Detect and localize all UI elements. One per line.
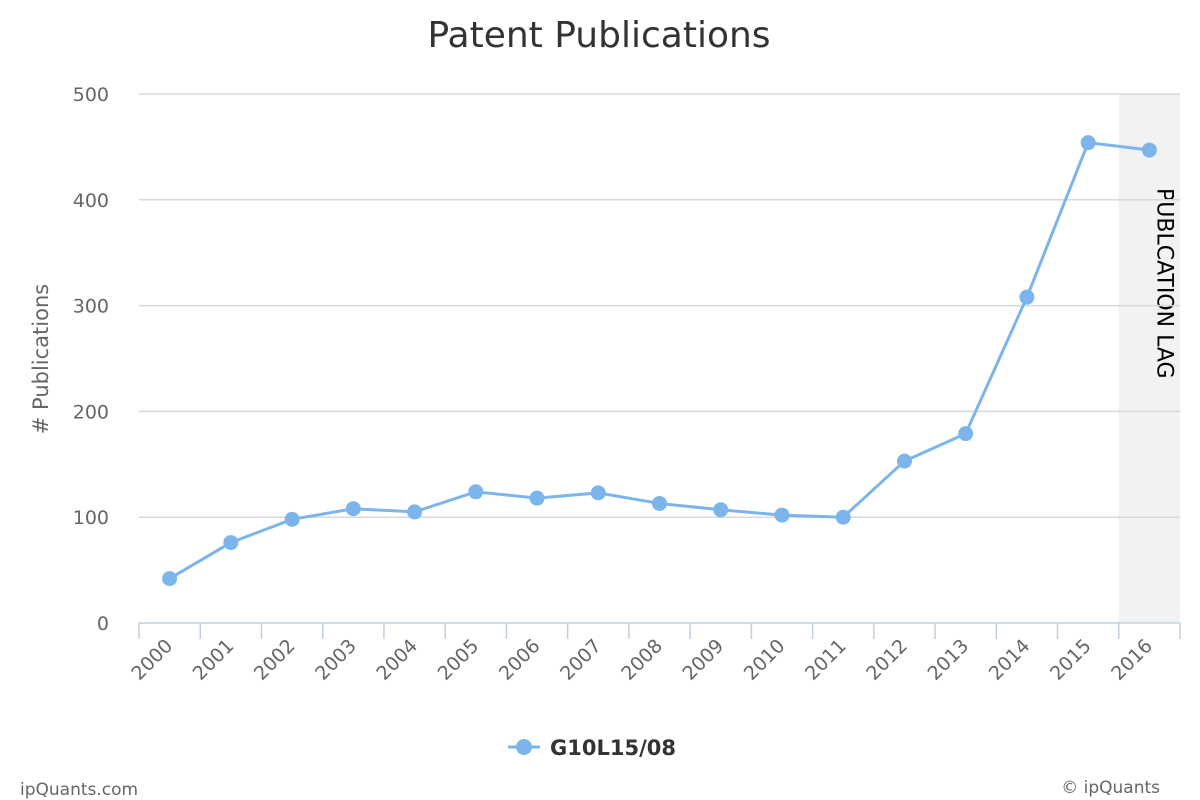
legend-marker-icon (516, 739, 532, 755)
x-tick-label: 2008 (617, 635, 667, 685)
data-point[interactable] (223, 535, 239, 551)
data-point[interactable] (774, 507, 790, 523)
x-tick-label: 2013 (923, 635, 973, 685)
x-tick-label: 2002 (250, 635, 300, 685)
y-tick-label: 200 (73, 401, 109, 423)
x-tick-label: 2016 (1107, 635, 1157, 685)
x-tick-label: 2005 (434, 635, 484, 685)
x-tick-label: 2014 (985, 635, 1035, 685)
x-tick-label: 2001 (189, 635, 239, 685)
y-tick-label: 0 (97, 613, 109, 635)
data-point[interactable] (284, 511, 300, 527)
data-point[interactable] (1080, 135, 1096, 151)
x-tick-label: 2004 (372, 635, 422, 685)
data-point[interactable] (162, 571, 178, 587)
x-tick-labels: 2000 2001 2002 2003 2004 2005 2006 2007 2008 2009… (127, 635, 1157, 685)
chart-title: Patent Publications (427, 15, 770, 56)
y-tick-label: 100 (73, 507, 109, 529)
credit-right[interactable]: © ipQuants (1061, 778, 1160, 798)
x-tick-label: 2006 (495, 635, 545, 685)
y-axis: 0 100 200 300 400 500 (73, 84, 109, 635)
y-tick-label: 500 (73, 84, 109, 106)
data-point[interactable] (958, 426, 974, 442)
data-point[interactable] (1019, 289, 1035, 305)
data-point[interactable] (590, 485, 606, 501)
legend-item-label[interactable]: G10L15/08 (550, 736, 676, 760)
plot-band (1118, 94, 1180, 623)
x-tick-label: 2007 (556, 635, 606, 685)
x-tick-label: 2009 (679, 635, 729, 685)
legend[interactable]: G10L15/08 (508, 736, 676, 760)
series-layer (162, 135, 1157, 587)
data-point[interactable] (1141, 142, 1157, 158)
data-point[interactable] (652, 495, 667, 511)
data-point[interactable] (407, 504, 423, 520)
series-line (168, 141, 1151, 581)
x-tick-label: 2015 (1046, 635, 1096, 685)
credit-left[interactable]: ipQuants.com (20, 780, 138, 800)
x-tick-label: 2011 (801, 635, 851, 685)
data-point[interactable] (713, 502, 729, 518)
x-tick-label: 2010 (740, 635, 790, 685)
x-tick-label: 2012 (862, 635, 912, 685)
y-tick-label: 300 (73, 296, 109, 318)
data-point[interactable] (896, 453, 912, 469)
plot-band-label: PUBLCATION LAG (1151, 188, 1176, 379)
data-point[interactable] (345, 501, 361, 517)
x-tick-label: 2003 (311, 635, 361, 685)
x-axis (138, 622, 1181, 639)
plot-band-layer: PUBLCATION LAG (1118, 94, 1180, 623)
data-point[interactable] (468, 484, 484, 500)
x-tick-label: 2000 (127, 635, 177, 685)
y-axis-label: # Publications (29, 284, 53, 434)
data-point[interactable] (529, 490, 545, 506)
y-tick-label: 400 (73, 190, 109, 212)
data-point[interactable] (835, 509, 851, 525)
